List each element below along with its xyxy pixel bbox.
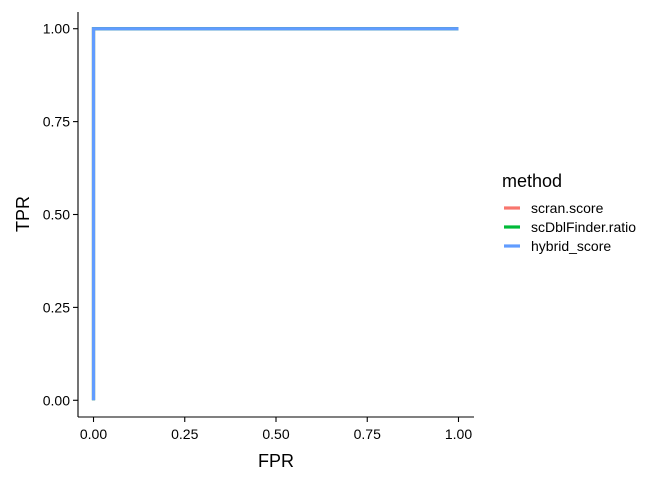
x-axis-ticks: 0.00 0.25 0.50 0.75 1.00	[80, 417, 472, 442]
y-axis-title: TPR	[13, 196, 33, 232]
x-tick-label: 0.00	[80, 426, 107, 442]
x-axis-title: FPR	[258, 451, 294, 471]
x-tick-label: 0.75	[354, 426, 381, 442]
y-tick-label: 0.25	[43, 299, 70, 315]
series-line-0	[91, 27, 459, 401]
y-axis-ticks: 0.00 0.25 0.50 0.75 1.00	[43, 21, 78, 408]
legend-label-1: scDblFinder.ratio	[531, 219, 636, 235]
x-tick-label: 0.50	[262, 426, 289, 442]
y-tick-label: 0.50	[43, 207, 70, 223]
y-tick-label: 0.75	[43, 114, 70, 130]
legend-items: scran.score scDblFinder.ratio hybrid_score	[504, 200, 636, 254]
y-tick-label: 1.00	[43, 21, 70, 37]
legend: method scran.score scDblFinder.ratio hybri…	[502, 171, 636, 254]
legend-title: method	[502, 171, 562, 191]
series-line-1	[91, 27, 459, 401]
x-tick-label: 1.00	[445, 426, 472, 442]
series-line-2	[91, 27, 459, 401]
x-tick-label: 0.25	[171, 426, 198, 442]
plot-panel: 0.00 0.25 0.50 0.75 1.00 0.00 0.25 0.50 0.75 1.0…	[43, 12, 474, 442]
series-lines	[91, 27, 459, 401]
y-tick-label: 0.00	[43, 392, 70, 408]
legend-label-2: hybrid_score	[531, 238, 611, 254]
legend-label-0: scran.score	[531, 200, 604, 216]
